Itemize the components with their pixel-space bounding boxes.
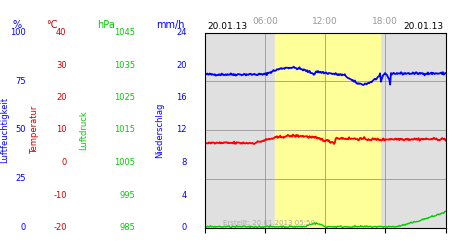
Text: 1015: 1015 <box>114 126 135 134</box>
Text: °C: °C <box>46 20 58 30</box>
Text: 8: 8 <box>181 158 187 167</box>
Text: 75: 75 <box>15 77 26 86</box>
Text: 24: 24 <box>176 28 187 37</box>
Text: 16: 16 <box>176 93 187 102</box>
Text: 0: 0 <box>21 223 26 232</box>
Text: Luftfeuchtigkeit: Luftfeuchtigkeit <box>0 97 9 163</box>
Text: 4: 4 <box>181 190 187 200</box>
Text: Temperatur: Temperatur <box>30 106 39 154</box>
Text: 100: 100 <box>10 28 26 37</box>
Text: 1035: 1035 <box>114 60 135 70</box>
Text: 10: 10 <box>56 126 67 134</box>
Text: %: % <box>13 20 22 30</box>
Bar <box>275 32 380 228</box>
Text: 20.01.13: 20.01.13 <box>207 22 247 31</box>
Text: Luftdruck: Luftdruck <box>79 110 88 150</box>
Text: 20.01.13: 20.01.13 <box>403 22 443 31</box>
Text: hPa: hPa <box>97 20 115 30</box>
Text: 30: 30 <box>56 60 67 70</box>
Text: 1005: 1005 <box>114 158 135 167</box>
Text: 25: 25 <box>16 174 26 183</box>
Text: 0: 0 <box>61 158 67 167</box>
Text: 50: 50 <box>16 126 26 134</box>
Text: 40: 40 <box>56 28 67 37</box>
Text: Erstellt: 20.01.2013 05:50: Erstellt: 20.01.2013 05:50 <box>223 220 315 226</box>
Text: Niederschlag: Niederschlag <box>155 102 164 158</box>
Text: -10: -10 <box>53 190 67 200</box>
Text: 0: 0 <box>181 223 187 232</box>
Text: 1045: 1045 <box>114 28 135 37</box>
Text: mm/h: mm/h <box>156 20 184 30</box>
Text: 20: 20 <box>56 93 67 102</box>
Text: -20: -20 <box>53 223 67 232</box>
Text: 12: 12 <box>176 126 187 134</box>
Text: 995: 995 <box>119 190 135 200</box>
Text: 985: 985 <box>119 223 135 232</box>
Text: 1025: 1025 <box>114 93 135 102</box>
Text: 20: 20 <box>176 60 187 70</box>
